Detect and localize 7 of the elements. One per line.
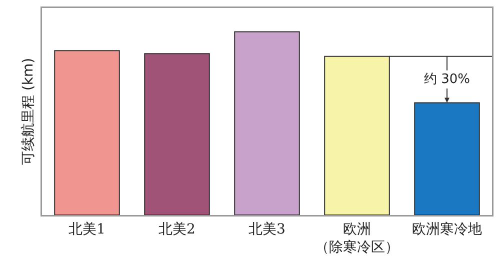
- x-tick-label: 欧洲（除寒冷区）: [315, 221, 399, 256]
- annotation: 约 30%: [424, 72, 470, 87]
- x-tick-label: 欧洲寒冷地: [412, 221, 482, 238]
- x-tick-label: 北美2: [158, 221, 196, 238]
- y-axis-title: 可续航里程 (km): [20, 58, 36, 166]
- x-tick-label: 北美1: [68, 221, 106, 238]
- x-tick-label: 北美3: [248, 221, 286, 238]
